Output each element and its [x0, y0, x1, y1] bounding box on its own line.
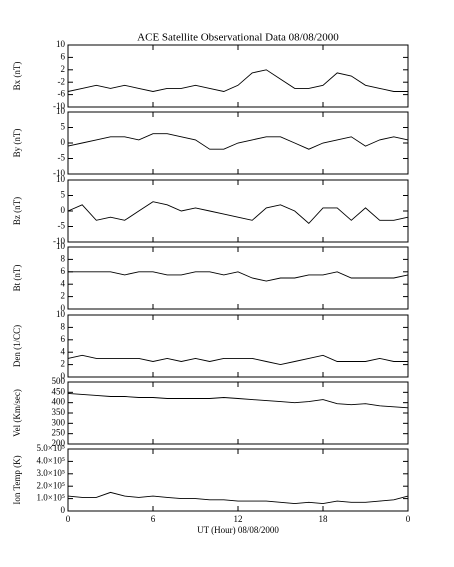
y-tick-label: 500: [52, 376, 66, 386]
y-tick-label: 300: [52, 417, 66, 427]
y-tick-label: 6: [61, 51, 66, 61]
y-tick-label: 5.0×10⁵: [37, 443, 65, 453]
x-tick-label: 0: [66, 514, 71, 524]
y-tick-label: 0: [61, 505, 66, 515]
data-line: [67, 201, 409, 225]
y-axis-label: Bx (nT): [12, 62, 22, 91]
x-tick-label: 0: [406, 514, 411, 524]
y-tick-label: 10: [56, 241, 66, 251]
y-tick-label: 4.0×10⁵: [37, 455, 65, 465]
x-tick-label: 6: [151, 514, 156, 524]
y-tick-label: 4: [61, 346, 66, 356]
y-tick-label: 3.0×10⁵: [37, 468, 65, 478]
y-tick-label: 10: [56, 39, 66, 49]
y-tick-label: -10: [53, 168, 65, 178]
y-tick-label: 2: [61, 359, 66, 369]
y-tick-label: 8: [61, 253, 66, 263]
panel-frame: [67, 179, 409, 243]
y-tick-label: -6: [58, 89, 66, 99]
data-line: [67, 354, 408, 366]
y-tick-label: 1.0×10⁵: [37, 493, 65, 503]
x-axis-label: UT (Hour) 08/08/2000: [197, 525, 279, 535]
y-tick-label: 6: [61, 334, 66, 344]
panel-frame: [67, 314, 409, 378]
y-tick-label: -2: [58, 76, 66, 86]
x-tick-label: 12: [234, 514, 243, 524]
y-axis-label: Bz (nT): [12, 197, 22, 225]
y-axis-label: Ion Temp (K): [12, 455, 22, 504]
y-tick-label: 0: [61, 137, 66, 147]
y-tick-label: 2.0×10⁵: [37, 480, 65, 490]
y-tick-label: -5: [58, 153, 66, 163]
y-tick-label: 10: [56, 174, 66, 184]
y-tick-label: 4: [61, 278, 66, 288]
data-line: [67, 69, 408, 92]
y-tick-label: 8: [61, 321, 66, 331]
y-tick-label: 2: [61, 291, 66, 301]
y-tick-label: 350: [52, 407, 66, 417]
y-tick-label: 0: [61, 303, 66, 313]
y-tick-label: 450: [52, 386, 66, 396]
y-tick-label: 200: [52, 438, 66, 448]
panel-frame: [67, 381, 409, 445]
y-tick-label: -10: [53, 236, 65, 246]
y-axis-label: By (nT): [12, 129, 22, 158]
y-axis-label: Vel (Km/sec): [12, 389, 22, 437]
y-tick-label: -5: [58, 221, 66, 231]
y-tick-label: 250: [52, 428, 66, 438]
y-tick-label: 6: [61, 266, 66, 276]
chart-title: ACE Satellite Observational Data 08/08/2…: [137, 32, 339, 44]
y-tick-label: 5: [61, 122, 66, 132]
data-line: [68, 271, 409, 282]
data-line: [67, 133, 409, 150]
y-tick-label: 0: [61, 371, 66, 381]
y-tick-label: 400: [52, 397, 66, 407]
y-axis-label: Den (1/CC): [12, 325, 22, 367]
y-axis-label: Bt (nT): [12, 265, 22, 292]
panel-frame: [67, 448, 409, 512]
data-line: [67, 491, 409, 505]
y-tick-label: 0: [61, 205, 66, 215]
y-tick-label: 2: [61, 64, 66, 74]
y-tick-label: -10: [53, 101, 65, 111]
y-tick-label: 5: [61, 190, 66, 200]
panel-frame: [67, 44, 409, 108]
y-tick-label: 10: [56, 309, 66, 319]
x-tick-label: 18: [319, 514, 329, 524]
y-tick-label: 10: [56, 106, 66, 116]
data-line: [67, 392, 409, 409]
